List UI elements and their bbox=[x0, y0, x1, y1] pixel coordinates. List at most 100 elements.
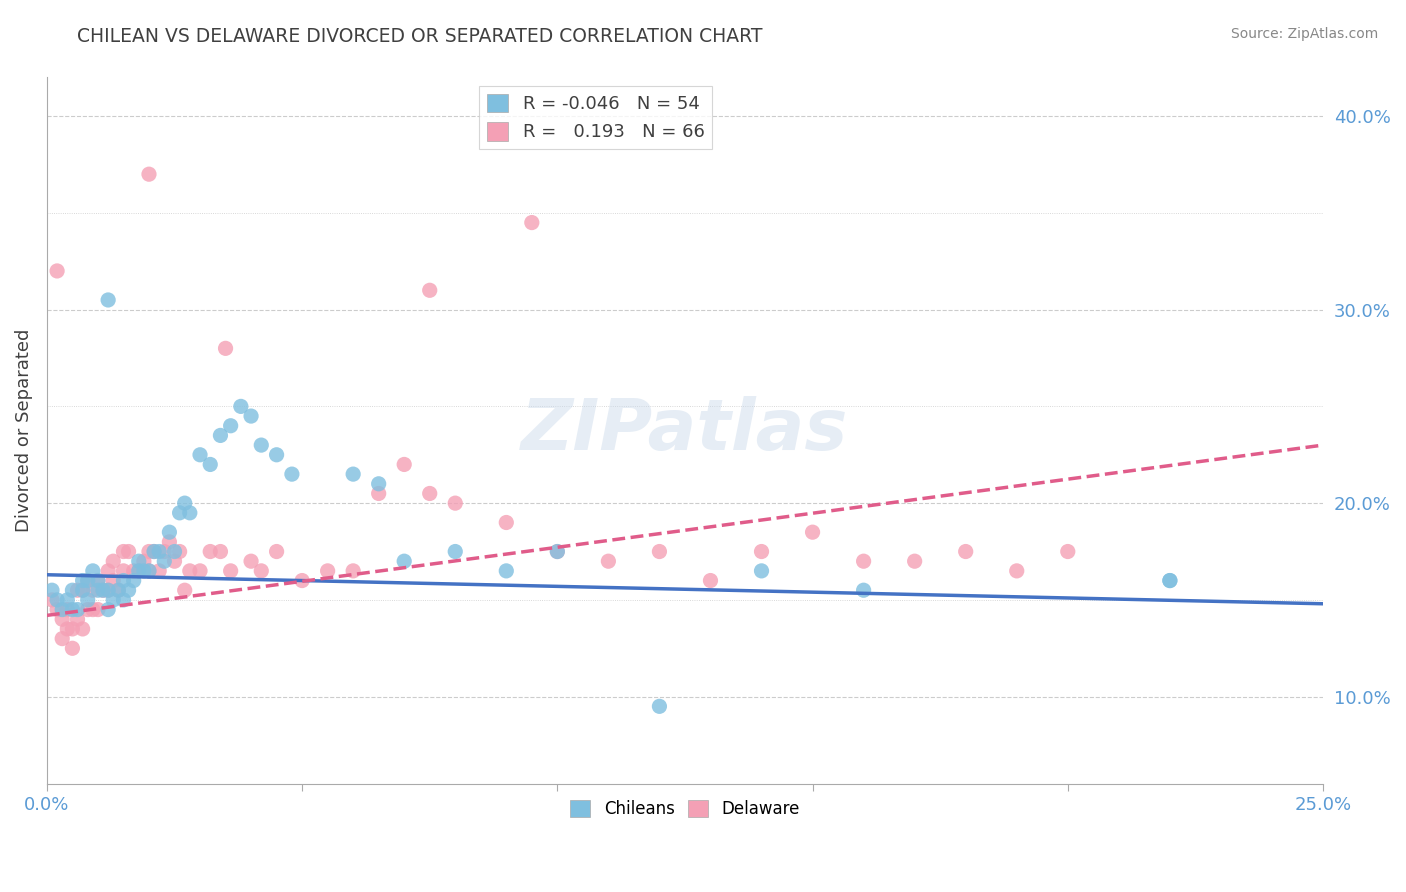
Point bbox=[751, 544, 773, 558]
Point bbox=[169, 544, 191, 558]
Point bbox=[281, 467, 304, 482]
Point bbox=[132, 564, 155, 578]
Point bbox=[173, 583, 195, 598]
Point bbox=[801, 525, 824, 540]
Point bbox=[138, 564, 160, 578]
Point bbox=[51, 602, 73, 616]
Point bbox=[250, 438, 273, 452]
Point bbox=[699, 574, 721, 588]
Point bbox=[392, 554, 415, 568]
Point bbox=[240, 409, 263, 423]
Point bbox=[598, 554, 620, 568]
Point bbox=[56, 602, 79, 616]
Point bbox=[117, 544, 139, 558]
Point bbox=[51, 632, 73, 646]
Point bbox=[143, 544, 166, 558]
Point bbox=[62, 583, 84, 598]
Point bbox=[46, 602, 69, 616]
Point bbox=[128, 564, 150, 578]
Point bbox=[41, 583, 63, 598]
Point bbox=[169, 506, 191, 520]
Point bbox=[200, 458, 222, 472]
Point bbox=[72, 622, 94, 636]
Point bbox=[138, 544, 160, 558]
Point bbox=[219, 418, 242, 433]
Point bbox=[419, 486, 441, 500]
Point bbox=[91, 583, 114, 598]
Point bbox=[97, 583, 120, 598]
Point bbox=[751, 564, 773, 578]
Point bbox=[342, 564, 364, 578]
Point bbox=[87, 574, 110, 588]
Point bbox=[72, 583, 94, 598]
Point bbox=[107, 583, 129, 598]
Point bbox=[112, 564, 135, 578]
Point bbox=[87, 574, 110, 588]
Point bbox=[1159, 574, 1181, 588]
Point bbox=[138, 564, 160, 578]
Point bbox=[188, 448, 211, 462]
Point bbox=[128, 564, 150, 578]
Point bbox=[444, 496, 467, 510]
Point bbox=[66, 602, 89, 616]
Point bbox=[82, 602, 104, 616]
Point bbox=[87, 602, 110, 616]
Point bbox=[62, 602, 84, 616]
Point bbox=[76, 574, 98, 588]
Y-axis label: Divorced or Separated: Divorced or Separated bbox=[15, 329, 32, 533]
Point bbox=[122, 564, 145, 578]
Point bbox=[153, 554, 176, 568]
Point bbox=[163, 554, 186, 568]
Text: CHILEAN VS DELAWARE DIVORCED OR SEPARATED CORRELATION CHART: CHILEAN VS DELAWARE DIVORCED OR SEPARATE… bbox=[77, 27, 763, 45]
Point bbox=[148, 564, 170, 578]
Point bbox=[97, 293, 120, 307]
Point bbox=[51, 612, 73, 626]
Point bbox=[91, 583, 114, 598]
Point bbox=[62, 641, 84, 656]
Point bbox=[392, 458, 415, 472]
Point bbox=[72, 583, 94, 598]
Text: Source: ZipAtlas.com: Source: ZipAtlas.com bbox=[1230, 27, 1378, 41]
Point bbox=[66, 612, 89, 626]
Point bbox=[179, 564, 201, 578]
Point bbox=[143, 544, 166, 558]
Point bbox=[148, 544, 170, 558]
Point bbox=[342, 467, 364, 482]
Point bbox=[46, 264, 69, 278]
Point bbox=[103, 593, 125, 607]
Point bbox=[41, 593, 63, 607]
Point bbox=[209, 428, 232, 442]
Point bbox=[367, 486, 389, 500]
Point bbox=[520, 216, 543, 230]
Point bbox=[122, 574, 145, 588]
Point bbox=[1005, 564, 1028, 578]
Point bbox=[1056, 544, 1078, 558]
Point bbox=[128, 554, 150, 568]
Point bbox=[291, 574, 314, 588]
Point bbox=[46, 593, 69, 607]
Text: ZIPatlas: ZIPatlas bbox=[522, 396, 849, 465]
Point bbox=[132, 554, 155, 568]
Point bbox=[209, 544, 232, 558]
Point bbox=[112, 544, 135, 558]
Point bbox=[955, 544, 977, 558]
Point bbox=[76, 593, 98, 607]
Point bbox=[107, 583, 129, 598]
Point bbox=[419, 283, 441, 297]
Point bbox=[495, 516, 517, 530]
Point bbox=[240, 554, 263, 568]
Point bbox=[546, 544, 568, 558]
Point bbox=[648, 699, 671, 714]
Point bbox=[1159, 574, 1181, 588]
Point bbox=[316, 564, 339, 578]
Point bbox=[266, 448, 288, 462]
Point bbox=[82, 583, 104, 598]
Point bbox=[219, 564, 242, 578]
Point bbox=[188, 564, 211, 578]
Point bbox=[117, 583, 139, 598]
Point bbox=[179, 506, 201, 520]
Point bbox=[852, 583, 875, 598]
Point bbox=[56, 622, 79, 636]
Point bbox=[157, 534, 180, 549]
Point bbox=[546, 544, 568, 558]
